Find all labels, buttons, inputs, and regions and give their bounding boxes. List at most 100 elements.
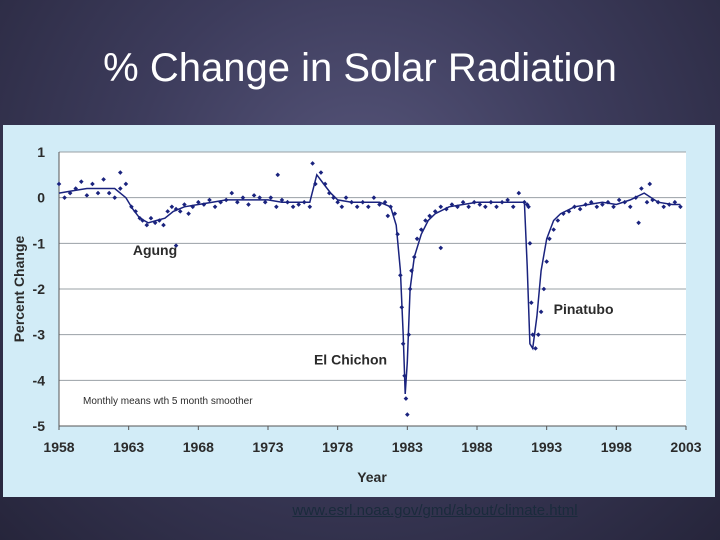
data-point	[460, 199, 466, 205]
data-point	[639, 186, 644, 191]
annotation-label: Pinatubo	[554, 301, 614, 317]
data-point	[438, 245, 444, 251]
data-point	[544, 259, 549, 264]
y-tick-label: -1	[33, 235, 46, 251]
data-point	[622, 199, 627, 205]
data-point	[644, 199, 650, 205]
data-point	[647, 181, 653, 187]
data-point	[296, 202, 301, 207]
slide-title: % Change in Solar Radiation	[103, 46, 617, 90]
data-point	[409, 268, 414, 274]
data-point	[530, 332, 536, 337]
data-point	[600, 202, 605, 207]
data-point	[106, 190, 112, 196]
data-point	[223, 197, 229, 203]
data-point	[538, 309, 544, 315]
data-point	[382, 199, 388, 205]
data-point	[186, 211, 191, 216]
y-tick-label: -4	[33, 372, 46, 388]
data-point	[449, 202, 455, 207]
data-point	[412, 254, 417, 260]
data-point	[527, 241, 533, 246]
data-point	[67, 190, 73, 196]
data-point	[471, 199, 477, 205]
y-axis-title: Percent Change	[11, 235, 27, 342]
data-point	[522, 199, 527, 205]
x-tick-label: 1968	[183, 439, 214, 455]
data-point	[403, 396, 409, 401]
data-point	[246, 202, 251, 207]
data-point	[212, 204, 218, 210]
data-point	[157, 218, 162, 223]
data-point	[650, 197, 655, 203]
data-point	[360, 199, 366, 205]
data-point	[561, 211, 566, 216]
y-tick-label: 0	[37, 190, 45, 206]
data-point	[400, 341, 406, 347]
data-point	[240, 195, 246, 200]
data-point	[405, 412, 410, 417]
data-point	[536, 332, 541, 337]
data-point	[529, 300, 534, 305]
y-tick-label: -5	[33, 418, 46, 434]
data-point	[526, 204, 531, 210]
data-point	[235, 199, 240, 205]
data-point	[524, 202, 530, 207]
annotations: Agung El Chichon Pinatubo	[133, 242, 614, 368]
data-point	[423, 218, 428, 223]
data-point	[392, 211, 398, 216]
data-point	[169, 204, 175, 210]
data-point	[551, 227, 556, 232]
data-point	[165, 209, 170, 214]
data-point	[588, 199, 594, 205]
annotation-label: Agung	[133, 242, 177, 258]
data-point	[335, 199, 340, 205]
y-tick-label: 1	[37, 144, 45, 160]
data-point	[655, 199, 661, 205]
x-axis-ticks: 1958 1963 1968 1973 1978 1983 1988 1993 1998 2003	[43, 426, 702, 455]
data-point	[177, 209, 183, 214]
data-point	[262, 199, 268, 205]
data-point	[207, 197, 212, 203]
data-point	[398, 273, 403, 278]
x-tick-label: 2003	[670, 439, 701, 455]
data-point	[672, 199, 678, 205]
data-point	[661, 204, 667, 210]
data-point	[173, 243, 179, 248]
data-point	[377, 202, 382, 207]
data-point	[251, 193, 257, 198]
x-tick-label: 1993	[531, 439, 562, 455]
source-link[interactable]: www.esrl.noaa.gov/gmd/about/climate.html	[292, 502, 578, 519]
data-point	[133, 209, 138, 214]
smoother-line	[58, 173, 681, 395]
data-point	[516, 190, 522, 196]
x-tick-label: 1978	[322, 439, 353, 455]
data-point	[407, 286, 413, 292]
data-point	[605, 199, 611, 205]
x-tick-label: 1973	[252, 439, 283, 455]
data-point	[218, 199, 223, 205]
data-point	[349, 199, 354, 205]
x-tick-label: 1988	[461, 439, 492, 455]
x-tick-label: 1983	[392, 439, 423, 455]
data-point	[566, 209, 572, 214]
x-tick-label: 1998	[601, 439, 632, 455]
annotation-label: El Chichon	[314, 351, 387, 367]
data-point	[327, 190, 332, 196]
data-point	[477, 202, 483, 207]
data-point	[418, 227, 424, 232]
y-tick-label: -2	[33, 281, 46, 297]
data-point	[572, 204, 577, 210]
chart-panel: 1 0 -1 -2 -3 -4 -5 1958 1963 1968 1973 1978 1983 198…	[3, 125, 715, 497]
data-point	[555, 218, 561, 223]
data-point	[616, 197, 622, 203]
x-axis-title: Year	[357, 469, 387, 485]
data-point	[533, 346, 538, 351]
data-point	[406, 332, 412, 337]
x-tick-label: 1963	[113, 439, 144, 455]
data-point	[636, 220, 641, 226]
data-point	[414, 236, 420, 242]
data-point	[666, 202, 672, 207]
data-point	[499, 199, 505, 205]
data-point	[594, 204, 600, 210]
